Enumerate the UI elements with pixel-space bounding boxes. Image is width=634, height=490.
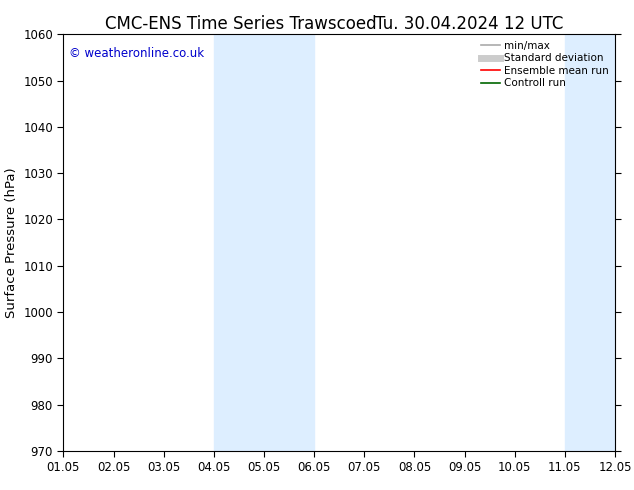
- Legend: min/max, Standard deviation, Ensemble mean run, Controll run: min/max, Standard deviation, Ensemble me…: [478, 37, 612, 92]
- Text: CMC-ENS Time Series Trawscoed: CMC-ENS Time Series Trawscoed: [105, 15, 377, 33]
- Bar: [565, 34, 615, 451]
- Y-axis label: Surface Pressure (hPa): Surface Pressure (hPa): [4, 167, 18, 318]
- Text: © weatheronline.co.uk: © weatheronline.co.uk: [69, 47, 204, 60]
- Bar: [214, 34, 314, 451]
- Text: Tu. 30.04.2024 12 UTC: Tu. 30.04.2024 12 UTC: [375, 15, 564, 33]
